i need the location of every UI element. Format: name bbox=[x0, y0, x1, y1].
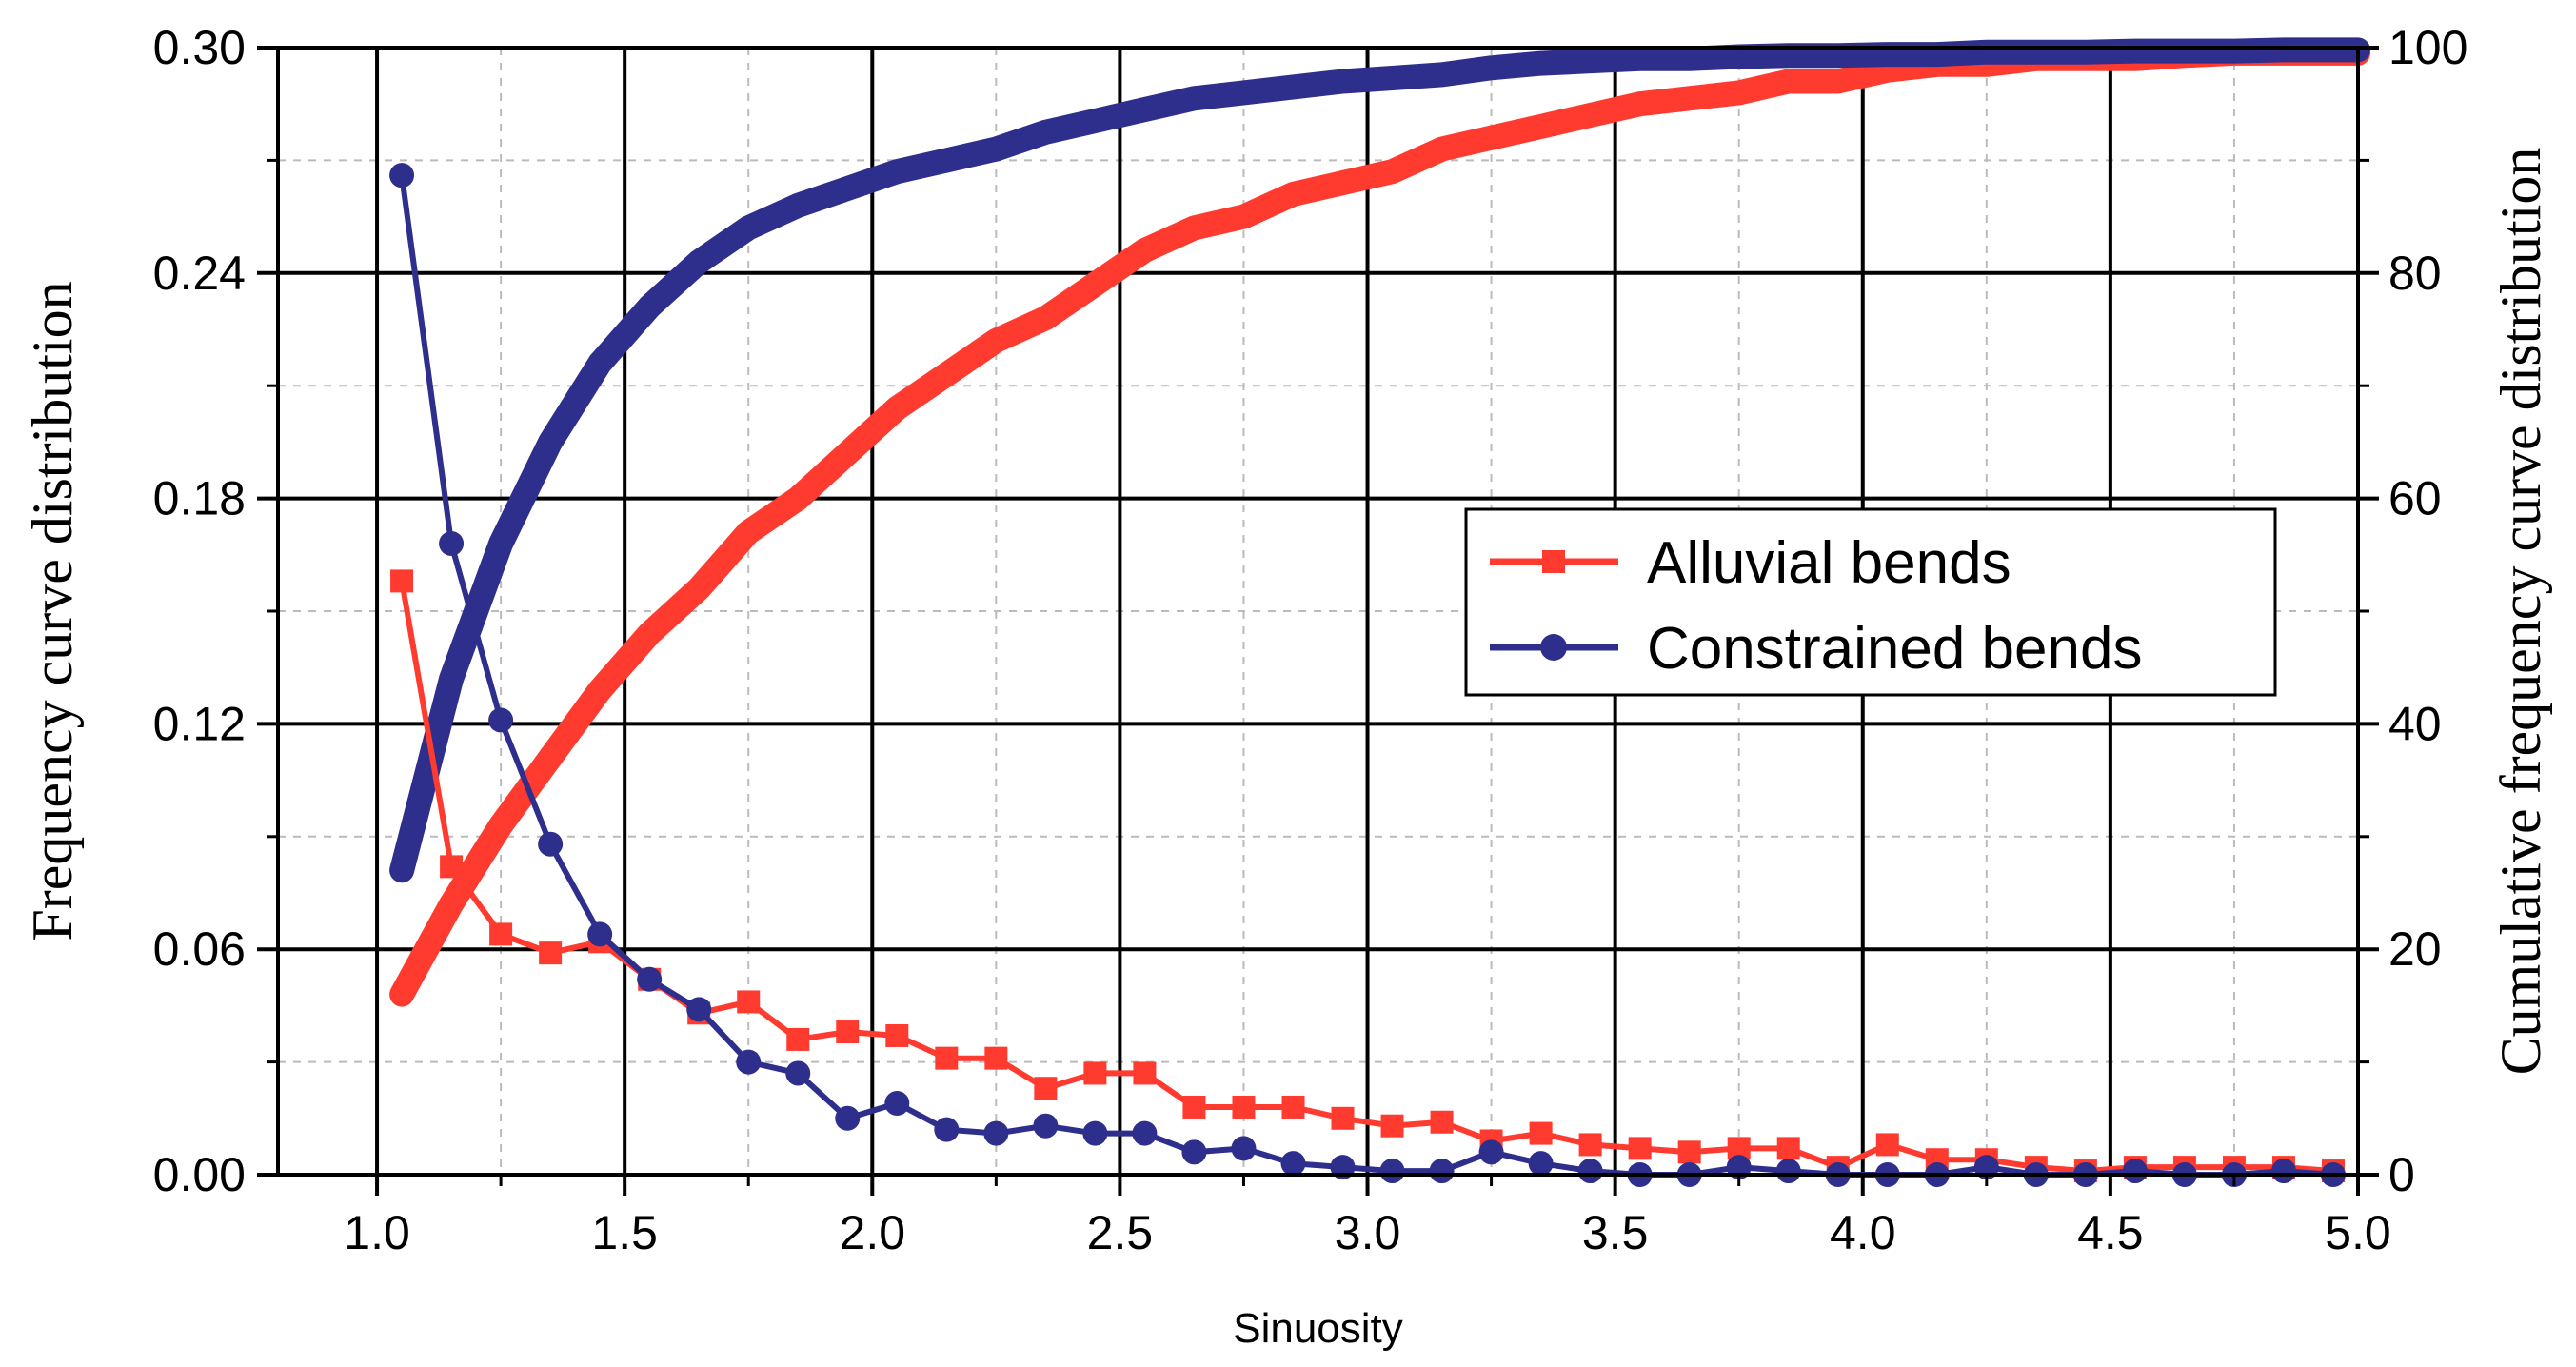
data-point-alluvial-bends bbox=[1430, 1110, 1454, 1134]
axis-ticks bbox=[257, 46, 2379, 1196]
x-tick-label: 3.0 bbox=[1335, 1206, 1401, 1259]
legend-box bbox=[1464, 507, 2277, 697]
data-point-alluvial-bends bbox=[1380, 1114, 1404, 1138]
data-point-constrained-bends bbox=[1775, 1159, 1801, 1184]
x-tick-label: 2.0 bbox=[840, 1206, 906, 1259]
data-point-constrained-bends bbox=[1181, 1139, 1207, 1165]
data-point-alluvial-bends bbox=[1529, 1121, 1553, 1145]
data-point-alluvial-bends bbox=[1578, 1133, 1602, 1157]
data-point-alluvial-bends bbox=[786, 1027, 810, 1051]
data-point-alluvial-bends bbox=[984, 1046, 1008, 1070]
data-point-constrained-bends bbox=[637, 966, 663, 992]
data-point-alluvial-bends bbox=[390, 569, 414, 593]
x-tick-label: 1.0 bbox=[344, 1206, 410, 1259]
data-point-constrained-bends bbox=[1478, 1139, 1504, 1165]
x-axis-title: Sinuosity bbox=[1233, 1305, 1403, 1352]
data-point-alluvial-bends bbox=[1628, 1137, 1652, 1160]
x-tick-label: 2.5 bbox=[1087, 1206, 1154, 1259]
data-point-alluvial-bends bbox=[1331, 1106, 1355, 1130]
data-point-constrained-bends bbox=[1280, 1151, 1306, 1177]
y-right-tick-label: 80 bbox=[2388, 247, 2442, 300]
data-point-alluvial-bends bbox=[1232, 1095, 1256, 1119]
data-point-constrained-bends bbox=[2270, 1159, 2296, 1184]
y-right-axis-title: Cumulative frequency curve distribution bbox=[2489, 148, 2552, 1076]
data-point-alluvial-bends bbox=[1281, 1095, 1305, 1119]
y-left-tick-label: 0.12 bbox=[153, 697, 246, 750]
data-point-alluvial-bends bbox=[489, 922, 513, 946]
y-right-tick-label: 40 bbox=[2388, 697, 2442, 750]
data-point-constrained-bends bbox=[439, 530, 465, 556]
x-tick-label: 4.0 bbox=[1830, 1206, 1896, 1259]
data-point-alluvial-bends bbox=[1034, 1077, 1058, 1100]
data-point-constrained-bends bbox=[736, 1049, 762, 1075]
data-point-constrained-bends bbox=[884, 1091, 910, 1117]
y-right-tick-label: 60 bbox=[2388, 472, 2442, 525]
data-point-constrained-bends bbox=[1082, 1120, 1108, 1146]
data-point-constrained-bends bbox=[389, 163, 415, 188]
data-point-alluvial-bends bbox=[1133, 1061, 1157, 1085]
data-point-constrained-bends bbox=[1528, 1151, 1554, 1177]
data-point-alluvial-bends bbox=[539, 941, 563, 965]
x-tick-label: 5.0 bbox=[2325, 1206, 2391, 1259]
data-point-constrained-bends bbox=[686, 997, 712, 1022]
y-right-tick-label: 20 bbox=[2388, 922, 2442, 976]
y-left-tick-label: 0.06 bbox=[153, 922, 246, 976]
data-point-constrained-bends bbox=[1379, 1159, 1405, 1184]
data-point-constrained-bends bbox=[587, 921, 613, 947]
y-left-tick-label: 0.30 bbox=[153, 21, 246, 74]
data-point-alluvial-bends bbox=[1182, 1095, 1206, 1119]
data-point-alluvial-bends bbox=[836, 1020, 860, 1044]
frequency-line-alluvial-bends bbox=[399, 580, 2334, 1175]
tick-labels: 1.0 1.5 2.0 2.5 3.0 3.5 4.0 4.5 5.0 0.00 0.06 0.12 0… bbox=[153, 21, 2468, 1259]
data-point-constrained-bends bbox=[488, 707, 514, 733]
legend-label-constrained: Constrained bends bbox=[1647, 616, 2142, 682]
data-point-constrained-bends bbox=[835, 1105, 861, 1131]
data-point-constrained-bends bbox=[934, 1117, 960, 1142]
data-point-alluvial-bends bbox=[1677, 1140, 1701, 1164]
cumulative-line-constrained-cumulative bbox=[389, 37, 2370, 883]
y-right-tick-label: 100 bbox=[2388, 21, 2467, 74]
y-left-tick-label: 0.00 bbox=[153, 1148, 246, 1201]
legend-marker-alluvial bbox=[1542, 550, 1565, 573]
data-point-constrained-bends bbox=[1577, 1159, 1603, 1184]
data-point-alluvial-bends bbox=[1875, 1133, 1899, 1157]
data-point-alluvial-bends bbox=[885, 1023, 909, 1047]
y-right-tick-label: 0 bbox=[2388, 1148, 2415, 1201]
data-point-alluvial-bends bbox=[440, 855, 464, 879]
x-tick-label: 4.5 bbox=[2077, 1206, 2144, 1259]
cumulative-lines bbox=[389, 37, 2370, 1007]
data-point-constrained-bends bbox=[538, 831, 564, 857]
data-point-constrained-bends bbox=[1132, 1120, 1158, 1146]
data-point-alluvial-bends bbox=[1776, 1137, 1800, 1160]
data-point-constrained-bends bbox=[1429, 1159, 1455, 1184]
y-left-tick-label: 0.18 bbox=[153, 472, 246, 525]
legend-label-alluvial: Alluvial bends bbox=[1647, 530, 2011, 596]
data-point-constrained-bends bbox=[1231, 1136, 1257, 1161]
data-point-alluvial-bends bbox=[1083, 1061, 1107, 1085]
data-point-constrained-bends bbox=[785, 1060, 811, 1086]
data-point-constrained-bends bbox=[2122, 1159, 2148, 1184]
y-left-axis-title: Frequency curve distribution bbox=[21, 281, 84, 941]
legend-marker-constrained bbox=[1540, 634, 1567, 661]
data-point-constrained-bends bbox=[983, 1120, 1009, 1146]
frequency-line-constrained-bends bbox=[399, 174, 2334, 1178]
y-left-tick-label: 0.24 bbox=[153, 247, 246, 300]
data-point-constrained-bends bbox=[1033, 1113, 1059, 1139]
legend: Alluvial bends Constrained bends bbox=[1464, 507, 2277, 697]
data-point-alluvial-bends bbox=[737, 990, 761, 1014]
x-tick-label: 3.5 bbox=[1582, 1206, 1649, 1259]
data-point-alluvial-bends bbox=[935, 1046, 959, 1070]
x-tick-label: 1.5 bbox=[591, 1206, 658, 1259]
